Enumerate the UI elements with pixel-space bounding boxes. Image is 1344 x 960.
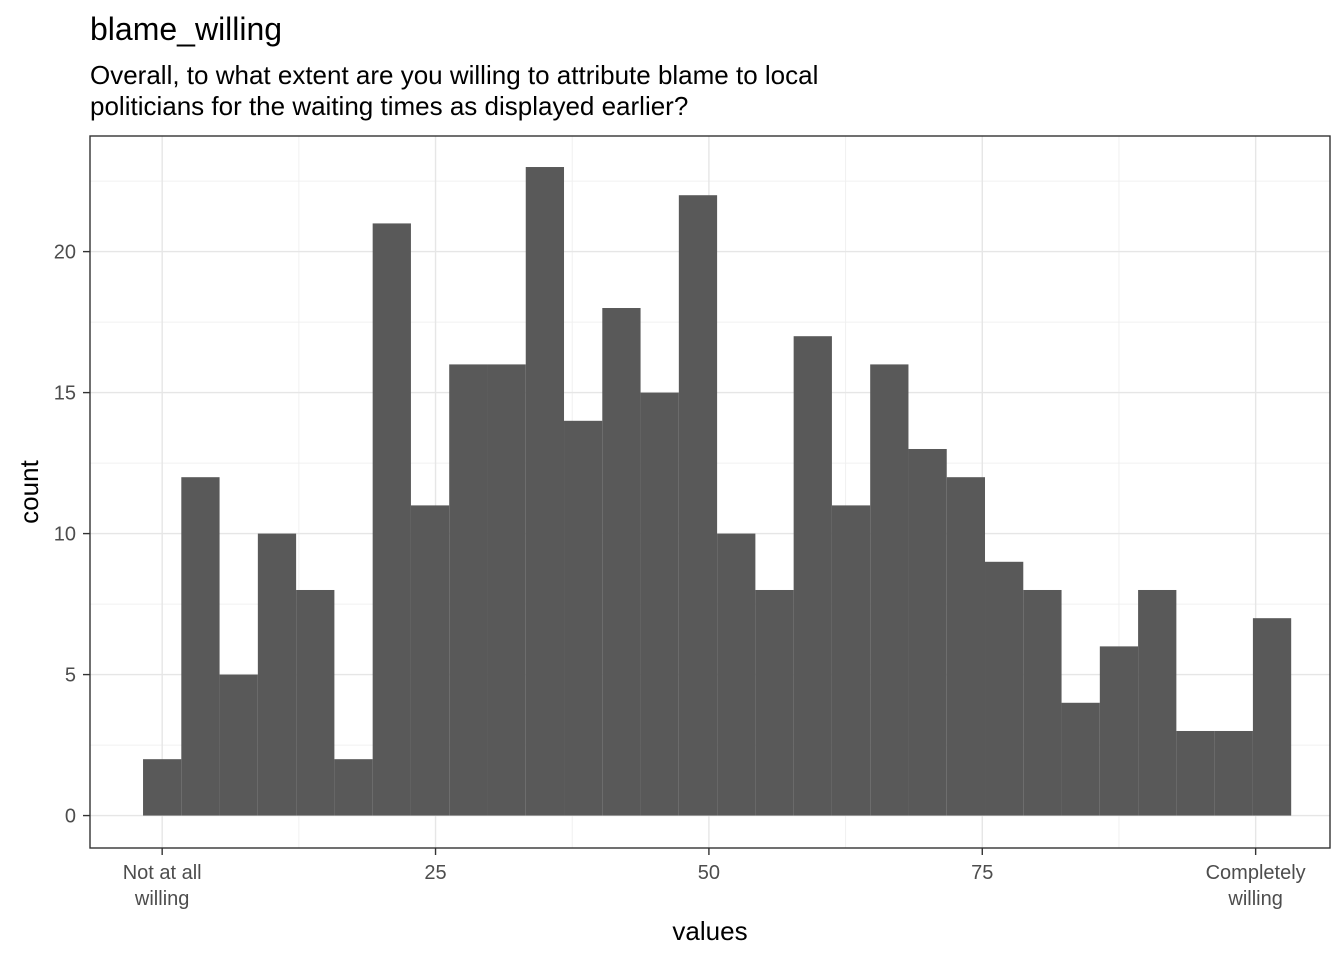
histogram-bar — [296, 589, 335, 816]
histogram-bar — [525, 167, 565, 816]
y-axis-title: count — [14, 459, 44, 523]
histogram-bar — [678, 195, 718, 816]
histogram-bar — [1176, 730, 1215, 816]
histogram-bar — [257, 533, 297, 816]
x-axis-title: values — [672, 916, 747, 946]
histogram-bar — [755, 589, 794, 816]
y-tick-label: 10 — [54, 524, 76, 546]
histogram-bar — [946, 477, 986, 816]
histogram-bar — [372, 223, 411, 816]
histogram-bar — [908, 448, 947, 816]
x-tick-label-line: 75 — [971, 862, 993, 884]
x-tick-label-line: 25 — [424, 862, 446, 884]
histogram-bar — [564, 420, 603, 816]
histogram-bar — [219, 674, 258, 816]
histogram-bar — [449, 364, 488, 816]
histogram-bar — [985, 561, 1024, 816]
histogram-bar — [602, 308, 641, 816]
x-axis: Not at all willing 25 50 75 Completely willing — [123, 848, 1306, 910]
histogram-bar — [1023, 589, 1062, 816]
x-tick-label: Completely willing — [1206, 862, 1306, 910]
x-tick-label-line: Completely — [1206, 862, 1306, 884]
histogram-bar — [181, 477, 220, 816]
histogram-bars — [143, 167, 1292, 816]
histogram-bar — [1061, 702, 1100, 816]
x-tick-label-line: 50 — [698, 862, 720, 884]
chart-title: blame_willing — [90, 11, 283, 47]
histogram-bar — [640, 392, 679, 816]
panel-border — [89, 135, 1331, 849]
x-tick-label: 25 — [424, 862, 446, 884]
x-tick-label-line: Not at all — [123, 862, 202, 884]
histogram-bar — [1252, 618, 1292, 816]
x-tick-label: Not at all willing — [123, 862, 202, 910]
histogram-bar — [870, 364, 909, 816]
histogram-bar — [334, 759, 373, 816]
x-tick-label-line: willing — [134, 888, 189, 910]
histogram-bar — [1214, 730, 1253, 816]
x-tick-label: 75 — [971, 862, 993, 884]
histogram-bar — [143, 759, 182, 816]
x-tick-label: 50 — [698, 862, 720, 884]
histogram-bar — [410, 505, 450, 816]
histogram-bar — [717, 533, 756, 816]
x-tick-label-line: willing — [1227, 888, 1282, 910]
chart-subtitle: Overall, to what extent are you willing … — [90, 60, 819, 121]
y-tick-label: 15 — [54, 383, 76, 405]
y-tick-label: 5 — [65, 665, 76, 687]
y-tick-label: 0 — [65, 806, 76, 828]
y-axis: 0 5 10 15 20 — [54, 242, 90, 828]
histogram-bar — [793, 336, 832, 816]
y-tick-label: 20 — [54, 242, 76, 264]
histogram-bar — [1099, 646, 1139, 816]
histogram-bar — [1138, 589, 1177, 816]
histogram-bar — [487, 364, 526, 816]
histogram-bar — [831, 505, 871, 816]
